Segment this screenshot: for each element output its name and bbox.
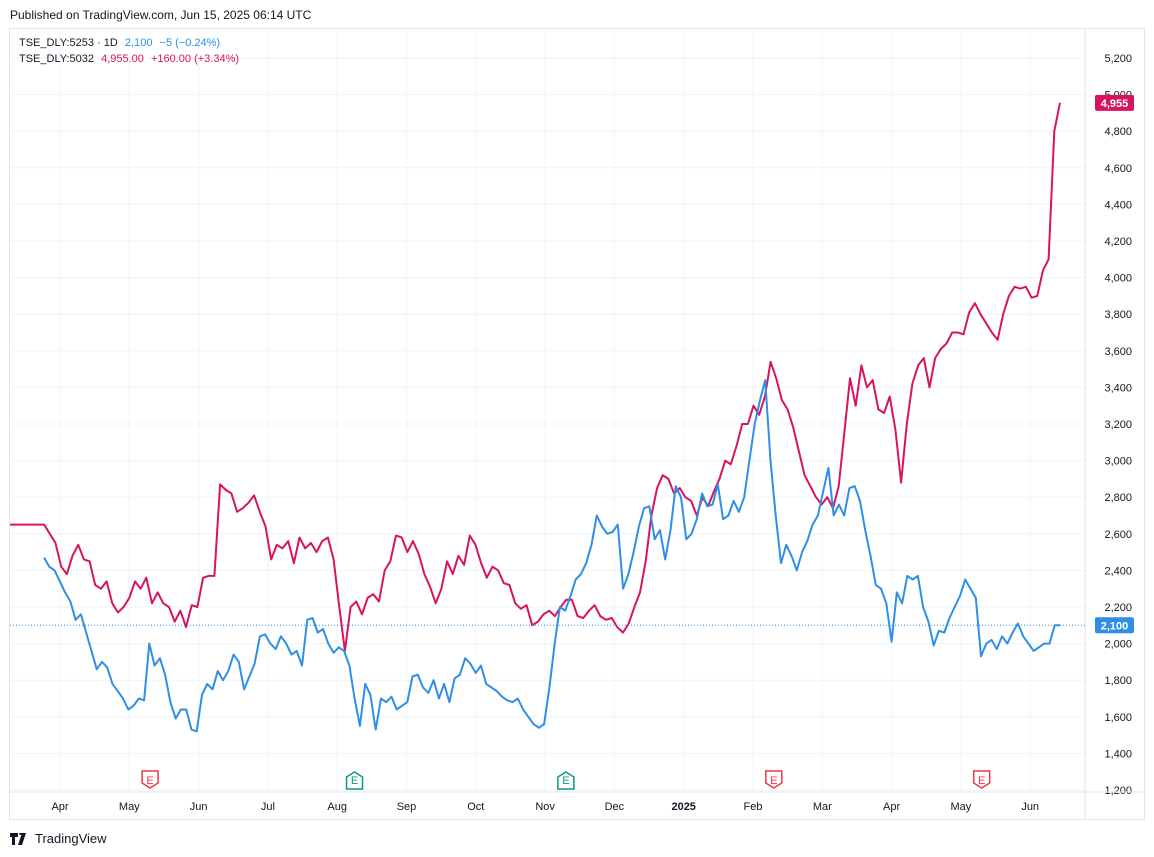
published-note: Published on TradingView.com, Jun 15, 20… bbox=[10, 8, 312, 22]
earnings-marker-label: E bbox=[562, 775, 569, 787]
series-line-5032 bbox=[10, 102, 1061, 652]
earnings-marker-label: E bbox=[351, 775, 358, 787]
x-tick-label: Oct bbox=[467, 801, 484, 813]
x-tick-label: Dec bbox=[605, 801, 625, 813]
y-tick-label: 2,800 bbox=[1104, 492, 1132, 504]
legend-symbol: TSE_DLY:5032 bbox=[19, 53, 95, 65]
legend-price: 4,955.00 bbox=[101, 53, 144, 65]
y-tick-label: 3,400 bbox=[1104, 382, 1132, 394]
y-tick-label: 1,800 bbox=[1104, 675, 1132, 687]
x-tick-label: Sep bbox=[397, 801, 417, 813]
y-tick-label: 3,800 bbox=[1104, 309, 1132, 321]
y-tick-label: 3,200 bbox=[1104, 419, 1132, 431]
y-tick-label: 2,200 bbox=[1104, 602, 1132, 614]
x-tick-label: Mar bbox=[813, 801, 832, 813]
y-tick-label: 4,200 bbox=[1104, 236, 1132, 248]
legend-change: +160.00 (+3.34%) bbox=[150, 53, 240, 65]
y-tick-label: 2,400 bbox=[1104, 565, 1132, 577]
y-tick-label: 1,400 bbox=[1104, 748, 1132, 760]
x-tick-label: Feb bbox=[744, 801, 763, 813]
series-line-5253 bbox=[43, 379, 1060, 733]
brand-name: TradingView bbox=[35, 831, 107, 846]
earnings-marker-icon bbox=[765, 770, 783, 789]
x-tick-label: Apr bbox=[883, 801, 900, 813]
legend-series-5032[interactable]: TSE_DLY:5032 4,955.00 +160.00 (+3.34%) bbox=[19, 51, 243, 67]
y-tick-label: 1,600 bbox=[1104, 712, 1132, 724]
legend-series-5253[interactable]: TSE_DLY:5253 · 1D 2,100 −5 (−0.24%) bbox=[19, 35, 243, 51]
y-tick-label: 2,600 bbox=[1104, 529, 1132, 541]
x-tick-label: May bbox=[951, 801, 972, 813]
y-tick-label: 5,200 bbox=[1104, 53, 1132, 65]
x-tick-label: Nov bbox=[535, 801, 555, 813]
legend-change: −5 (−0.24%) bbox=[159, 37, 221, 49]
y-tick-label: 4,000 bbox=[1104, 273, 1132, 285]
earnings-marker-icon bbox=[972, 770, 991, 789]
tradingview-logo-icon bbox=[10, 832, 26, 845]
y-tick-label: 3,000 bbox=[1104, 456, 1132, 468]
last-price-label: 4,955 bbox=[1101, 98, 1129, 110]
last-price-tag bbox=[1095, 94, 1134, 111]
earnings-marker-label: E bbox=[146, 775, 153, 787]
y-tick-label: 4,600 bbox=[1104, 163, 1132, 175]
x-tick-label: 2025 bbox=[671, 801, 695, 813]
x-tick-label: Jul bbox=[261, 801, 275, 813]
earnings-marker-icon bbox=[557, 771, 575, 790]
x-tick-label: Apr bbox=[51, 801, 68, 813]
y-tick-label: 3,600 bbox=[1104, 346, 1132, 358]
chart-frame bbox=[9, 28, 1145, 820]
x-tick-label: Jun bbox=[190, 801, 208, 813]
earnings-marker-icon bbox=[345, 771, 364, 790]
last-price-label: 2,100 bbox=[1101, 620, 1129, 632]
earnings-marker-label: E bbox=[770, 775, 777, 787]
legend-symbol: TSE_DLY:5253 · 1D bbox=[19, 37, 118, 49]
earnings-marker-label: E bbox=[978, 775, 985, 787]
last-price-tag bbox=[1095, 617, 1134, 634]
y-tick-label: 1,200 bbox=[1104, 785, 1132, 797]
x-tick-label: May bbox=[119, 801, 140, 813]
legend: TSE_DLY:5253 · 1D 2,100 −5 (−0.24%) TSE_… bbox=[19, 35, 243, 67]
x-tick-label: Jun bbox=[1021, 801, 1039, 813]
tradingview-logo[interactable]: TradingView bbox=[10, 831, 107, 846]
y-tick-label: 4,800 bbox=[1104, 126, 1132, 138]
y-tick-label: 4,400 bbox=[1104, 199, 1132, 211]
earnings-marker-icon bbox=[141, 770, 159, 789]
legend-price: 2,100 bbox=[124, 37, 153, 49]
x-tick-label: Aug bbox=[327, 801, 347, 813]
y-tick-label: 2,000 bbox=[1104, 639, 1132, 651]
